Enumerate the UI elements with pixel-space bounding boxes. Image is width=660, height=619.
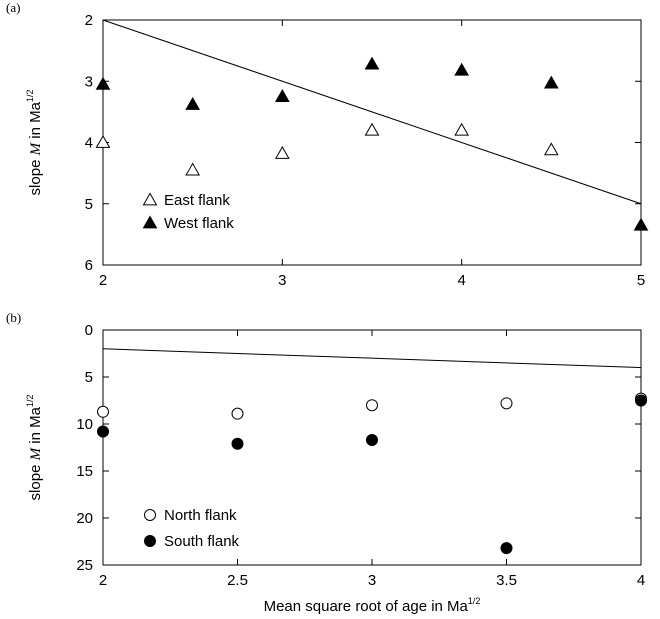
series-west-flank: [95, 56, 649, 231]
data-point: [274, 146, 290, 159]
legend-entry: South flank: [144, 533, 240, 550]
data-point: [633, 217, 649, 231]
panel-b: (b) 2 2.5 3 3.5 4 0 5 10 15 20 25 slope M in Ma1/2 Me…: [6, 310, 647, 615]
y-tick-label: 5: [85, 196, 93, 213]
y-tick-label: 2: [85, 12, 93, 29]
series-south-flank: [97, 394, 647, 555]
x-tick-label: 3: [368, 572, 376, 589]
series-north-flank: [97, 392, 647, 420]
legend-marker: [144, 509, 156, 521]
data-point: [454, 122, 470, 136]
legend-label: North flank: [164, 507, 237, 524]
y-axis-label: slope M in Ma1/2: [25, 90, 44, 196]
data-point: [231, 407, 244, 420]
legend-label: West flank: [164, 215, 234, 232]
data-point: [185, 162, 201, 176]
legend-marker: [144, 535, 156, 547]
reference-line: [102, 348, 642, 369]
y-tick-label: 5: [85, 369, 93, 386]
series-east-flank: [95, 122, 559, 176]
y-tick-label: 6: [85, 257, 93, 274]
x-tick-label: 3: [278, 272, 286, 289]
data-point: [500, 397, 513, 410]
data-point: [543, 142, 559, 156]
data-point: [366, 433, 378, 446]
x-tick-label: 3.5: [496, 572, 517, 589]
legend-entry: East flank: [142, 192, 230, 209]
x-axis-label: Mean square root of age in Ma1/2: [264, 596, 481, 615]
data-point: [366, 399, 378, 412]
x-tick-label: 2.5: [227, 572, 248, 589]
x-tick-label: 5: [637, 272, 645, 289]
data-point: [97, 405, 109, 418]
legend-marker: [142, 215, 158, 229]
panel-label: (a): [6, 0, 20, 15]
x-tick-label: 4: [637, 572, 645, 589]
data-point: [95, 134, 111, 148]
legend-label: East flank: [164, 192, 230, 209]
data-point: [95, 76, 111, 90]
panel-a: (a) 2 3 4 5 2 3 4 5 6 slope M in Ma1/2 East flank We…: [6, 0, 649, 289]
legend-entry: West flank: [142, 215, 234, 232]
y-tick-label: 10: [76, 416, 93, 433]
data-point: [364, 122, 380, 136]
legend-marker: [142, 192, 158, 206]
legend-entry: North flank: [144, 507, 237, 524]
y-tick-label: 4: [85, 135, 93, 152]
y-tick-label: 15: [76, 463, 93, 480]
y-tick-label: 3: [85, 73, 93, 90]
data-point: [185, 97, 201, 110]
panel-label: (b): [6, 310, 21, 325]
x-tick-label: 4: [457, 272, 465, 289]
data-point: [274, 89, 290, 102]
y-axis-label: slope M in Ma1/2: [25, 395, 44, 501]
reference-line: [102, 19, 642, 205]
data-point: [543, 75, 559, 89]
data-point: [364, 56, 380, 70]
x-tick-label: 2: [99, 272, 107, 289]
data-point: [635, 394, 647, 407]
y-tick-label: 25: [76, 557, 93, 574]
legend-label: South flank: [164, 533, 240, 550]
data-point: [454, 62, 470, 76]
y-tick-label: 20: [76, 510, 93, 527]
data-point: [97, 425, 109, 438]
x-tick-label: 2: [99, 572, 107, 589]
data-point: [231, 437, 244, 450]
y-tick-label: 0: [85, 322, 93, 339]
data-point: [500, 542, 513, 555]
